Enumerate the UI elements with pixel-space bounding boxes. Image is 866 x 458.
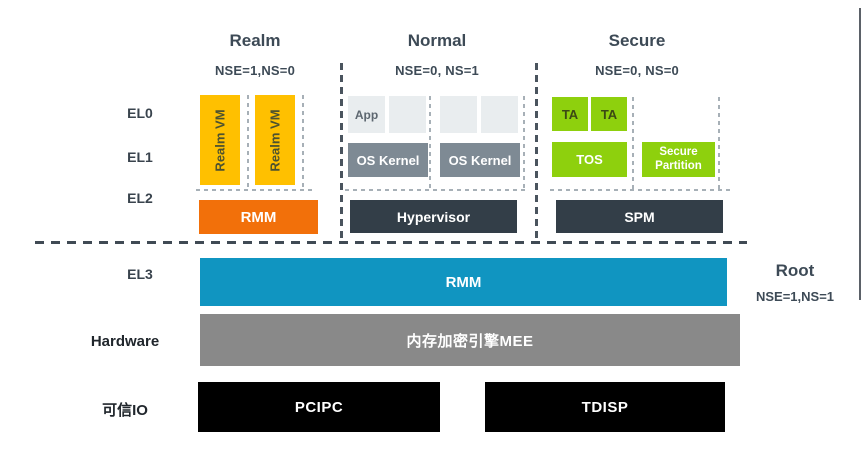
normal-app-box-3 — [440, 96, 477, 133]
realm-vm-2-label: Realm VM — [267, 108, 283, 172]
trusted-io-pcipc-label: PCIPC — [294, 398, 344, 416]
secure-tos-label: TOS — [576, 152, 603, 167]
root-label: Root — [775, 261, 815, 280]
secure-column-title: Secure — [608, 31, 666, 50]
realm-el1-dashed-underline — [196, 189, 312, 191]
normal-right-dashed-border — [535, 63, 538, 243]
root-boundary-dashed-separator — [35, 241, 747, 244]
secure-column-nse: NSE=0, NS=0 — [595, 63, 679, 78]
normal-os-kernel-2-box: OS Kernel — [440, 143, 520, 177]
secure-ta-2-label: TA — [600, 106, 618, 122]
secure-partition-box: Secure Partition — [642, 142, 715, 177]
normal-column-title: Normal — [407, 31, 467, 50]
root-nse: NSE=1,NS=1 — [755, 289, 835, 304]
row-label-el2: EL2 — [127, 190, 153, 206]
secure-spm-el2-box: SPM — [556, 200, 723, 233]
normal-app-label: App — [354, 107, 379, 122]
secure-tos-box: TOS — [552, 142, 627, 177]
realm-vm-2-dashed-divider — [302, 95, 304, 189]
el3-rmm-bar: RMM — [200, 258, 727, 306]
normal-os-kernel-1-box: OS Kernel — [348, 143, 428, 177]
trusted-io-tdisp-label: TDISP — [581, 398, 629, 416]
screenshot-right-edge-line — [859, 8, 861, 300]
realm-rmm-label: RMM — [240, 208, 277, 226]
secure-right-dashed-divider — [718, 97, 720, 189]
normal-el1-dashed-underline — [345, 189, 528, 191]
secure-partition-label: Secure Partition — [655, 146, 702, 174]
secure-spm-label: SPM — [624, 208, 655, 225]
realm-vm-1-dashed-divider — [247, 95, 249, 189]
normal-column-nse: NSE=0, NS=1 — [395, 63, 479, 78]
normal-app-box-4 — [481, 96, 518, 133]
row-label-hardware: Hardware — [90, 333, 160, 350]
normal-left-dashed-border — [340, 63, 343, 243]
realm-column-nse: NSE=1,NS=0 — [214, 63, 296, 78]
realm-rmm-el2-box: RMM — [199, 200, 318, 234]
row-label-el1: EL1 — [127, 149, 153, 165]
realm-vm-1-box: Realm VM — [200, 95, 240, 185]
secure-inner-dashed-divider — [632, 97, 634, 189]
row-label-trusted-io: 可信IO — [102, 402, 148, 419]
row-label-el0: EL0 — [127, 105, 153, 121]
normal-hypervisor-el2-box: Hypervisor — [350, 200, 517, 233]
normal-os-kernel-1-label: OS Kernel — [356, 152, 420, 168]
el3-rmm-label: RMM — [445, 273, 482, 291]
normal-hypervisor-label: Hypervisor — [396, 208, 471, 225]
secure-el1-dashed-underline — [550, 189, 733, 191]
normal-vm-group-dashed-divider — [429, 96, 431, 189]
secure-ta-1-label: TA — [561, 106, 579, 122]
normal-os-kernel-2-label: OS Kernel — [448, 152, 512, 168]
realm-vm-2-box: Realm VM — [255, 95, 295, 185]
row-label-el3: EL3 — [127, 266, 153, 282]
secure-partition-label-line2: Partition — [655, 159, 702, 172]
secure-ta-2-box: TA — [591, 97, 627, 131]
realm-column-title: Realm — [229, 31, 281, 50]
trusted-io-pcipc-box: PCIPC — [198, 382, 440, 432]
normal-app-box-1: App — [348, 96, 385, 133]
normal-app-box-2 — [389, 96, 426, 133]
hardware-mee-label: 内存加密引擎MEE — [406, 332, 534, 350]
hardware-mee-bar: 内存加密引擎MEE — [200, 314, 740, 366]
trusted-io-tdisp-box: TDISP — [485, 382, 725, 432]
secure-partition-label-line1: Secure — [659, 145, 698, 158]
normal-inner-right-dashed-divider — [523, 96, 525, 189]
realm-vm-1-label: Realm VM — [212, 108, 228, 172]
secure-ta-1-box: TA — [552, 97, 588, 131]
